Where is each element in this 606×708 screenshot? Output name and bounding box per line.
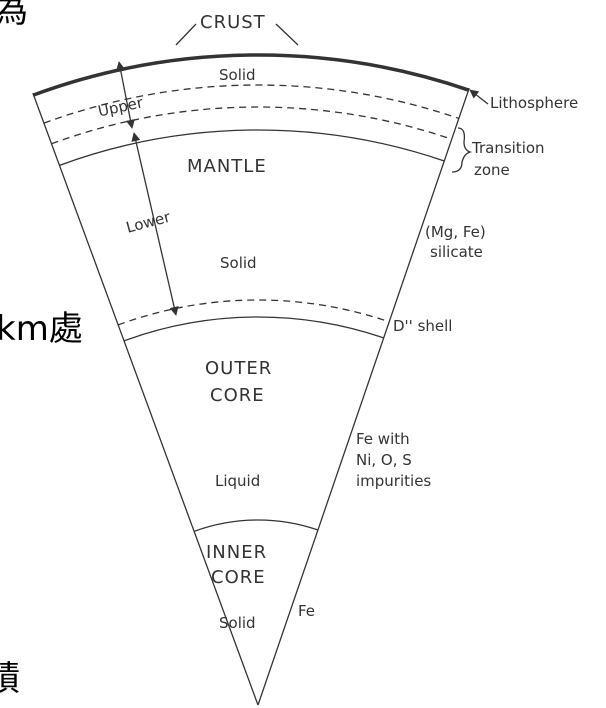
label: Solid (219, 66, 256, 84)
label: D'' shell (393, 317, 452, 335)
layer-arc (118, 300, 389, 325)
label: Upper (96, 93, 145, 120)
label: zone (474, 161, 510, 179)
label: Transition (471, 139, 545, 157)
side-text: 積 (0, 659, 20, 699)
label: CORE (211, 567, 266, 588)
label: Solid (219, 614, 256, 632)
label: OUTER (205, 358, 272, 379)
label: Liquid (215, 472, 260, 490)
label: silicate (430, 243, 483, 261)
label: impurities (356, 472, 431, 490)
label: Solid (220, 254, 257, 272)
side-text: km處 (0, 309, 83, 349)
layers (33, 55, 469, 705)
label: Lower (124, 208, 173, 237)
arrow (470, 90, 488, 104)
brace (452, 128, 470, 172)
layer-arc (124, 317, 384, 341)
label: INNER (206, 542, 267, 563)
label: (Mg, Fe) (425, 223, 486, 241)
label: CRUST (200, 12, 266, 33)
layer-arc (194, 520, 318, 531)
diagram: 為 km處 積 CRUST Solid Upper Lithosphere Tr… (0, 0, 606, 708)
label: Fe with (356, 430, 410, 448)
label: MANTLE (187, 156, 267, 177)
label: CORE (210, 385, 265, 406)
label: Lithosphere (490, 94, 578, 112)
label: Ni, O, S (356, 451, 412, 469)
label: Fe (298, 602, 315, 620)
side-text: 為 (0, 0, 28, 31)
